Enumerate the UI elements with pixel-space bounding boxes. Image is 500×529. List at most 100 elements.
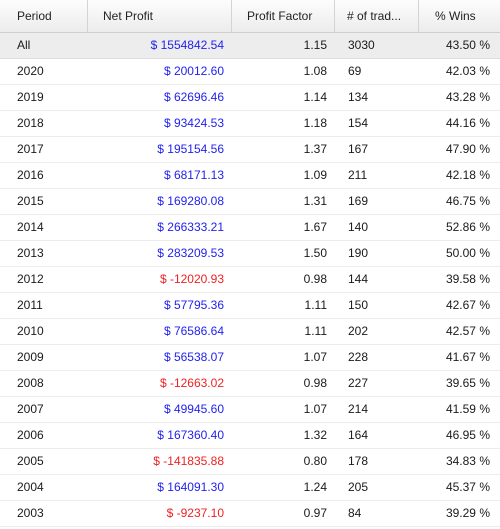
cell-trades: 144 (348, 272, 369, 286)
table-row[interactable]: 2020 $ 20012.60 1.08 69 42.03 % (0, 59, 500, 85)
table-row[interactable]: 2014 $ 266333.21 1.67 140 52.86 % (0, 215, 500, 241)
column-header-wins[interactable]: % Wins (435, 9, 476, 23)
table-body: All $ 1554842.54 1.15 3030 43.50 % 2020 $ 2001… (0, 33, 500, 527)
table-row[interactable]: 2009 $ 56538.07 1.07 228 41.67 % (0, 345, 500, 371)
cell-wins: 43.28 % (445, 90, 490, 104)
cell-period: 2015 (17, 194, 44, 208)
cell-profit-factor: 1.11 (304, 298, 327, 312)
cell-period: 2003 (17, 506, 44, 520)
cell-trades: 228 (348, 350, 369, 364)
cell-net-profit: $ 164091.30 (157, 480, 224, 494)
cell-period: 2005 (17, 454, 44, 468)
cell-profit-factor: 1.08 (303, 64, 327, 78)
table-row[interactable]: 2015 $ 169280.08 1.31 169 46.75 % (0, 189, 500, 215)
column-header-net-profit[interactable]: Net Profit (88, 0, 232, 32)
cell-wins: 52.86 % (445, 220, 490, 234)
cell-net-profit: $ 195154.56 (157, 142, 224, 156)
cell-period: 2008 (17, 376, 44, 390)
cell-profit-factor: 1.31 (303, 194, 327, 208)
table-row[interactable]: 2008 $ -12663.02 0.98 227 39.65 % (0, 371, 500, 397)
cell-wins: 39.65 % (445, 376, 490, 390)
cell-net-profit: $ -9237.10 (166, 506, 224, 520)
cell-wins: 41.59 % (445, 402, 490, 416)
cell-period: 2010 (17, 324, 44, 338)
cell-trades: 140 (348, 220, 369, 234)
cell-net-profit: $ 169280.08 (157, 194, 224, 208)
table-row[interactable]: 2010 $ 76586.64 1.11 202 42.57 % (0, 319, 500, 345)
table-row[interactable]: 2018 $ 93424.53 1.18 154 44.16 % (0, 111, 500, 137)
cell-profit-factor: 1.67 (303, 220, 327, 234)
table-row[interactable]: 2007 $ 49945.60 1.07 214 41.59 % (0, 397, 500, 423)
table-row[interactable]: 2016 $ 68171.13 1.09 211 42.18 % (0, 163, 500, 189)
cell-profit-factor: 1.07 (303, 350, 327, 364)
cell-trades: 154 (348, 116, 369, 130)
cell-net-profit: $ 62696.46 (163, 90, 224, 104)
cell-net-profit: $ 56538.07 (163, 350, 224, 364)
table-row-total[interactable]: All $ 1554842.54 1.15 3030 43.50 % (0, 33, 500, 59)
cell-profit-factor: 0.97 (303, 506, 327, 520)
cell-period: 2009 (17, 350, 44, 364)
table-row[interactable]: 2003 $ -9237.10 0.97 84 39.29 % (0, 501, 500, 527)
cell-net-profit: $ -141835.88 (153, 454, 224, 468)
cell-wins: 43.50 % (445, 38, 490, 52)
cell-wins: 42.18 % (445, 168, 490, 182)
cell-profit-factor: 1.09 (303, 168, 327, 182)
cell-trades: 202 (348, 324, 369, 338)
cell-period: 2018 (17, 116, 44, 130)
cell-trades: 227 (348, 376, 369, 390)
cell-net-profit: $ 266333.21 (157, 220, 224, 234)
cell-net-profit: $ -12663.02 (159, 376, 224, 390)
cell-trades: 178 (348, 454, 369, 468)
cell-period: 2016 (17, 168, 44, 182)
cell-trades: 69 (348, 64, 362, 78)
cell-profit-factor: 0.80 (303, 454, 327, 468)
cell-net-profit: $ 283209.53 (157, 246, 224, 260)
cell-net-profit: $ 93424.53 (163, 116, 224, 130)
cell-profit-factor: 0.98 (303, 376, 327, 390)
table-row[interactable]: 2006 $ 167360.40 1.32 164 46.95 % (0, 423, 500, 449)
cell-trades: 190 (348, 246, 369, 260)
cell-period: 2012 (17, 272, 44, 286)
column-header-profit-factor[interactable]: Profit Factor (232, 0, 335, 32)
cell-net-profit: $ 167360.40 (157, 428, 224, 442)
cell-profit-factor: 1.37 (303, 142, 327, 156)
table-row[interactable]: 2004 $ 164091.30 1.24 205 45.37 % (0, 475, 500, 501)
table-row[interactable]: 2013 $ 283209.53 1.50 190 50.00 % (0, 241, 500, 267)
cell-net-profit: $ 49945.60 (163, 402, 224, 416)
cell-trades: 211 (348, 168, 368, 182)
cell-profit-factor: 1.24 (303, 480, 327, 494)
cell-profit-factor: 1.07 (303, 402, 327, 416)
cell-profit-factor: 1.11 (304, 324, 327, 338)
cell-wins: 39.29 % (445, 506, 490, 520)
table-header: Period Net Profit Profit Factor # of tra… (0, 0, 500, 33)
cell-wins: 42.03 % (445, 64, 490, 78)
cell-trades: 84 (348, 506, 362, 520)
cell-profit-factor: 1.18 (303, 116, 327, 130)
column-header-trades[interactable]: # of trad... (335, 0, 419, 32)
cell-wins: 34.83 % (445, 454, 490, 468)
cell-net-profit: $ 57795.36 (163, 298, 224, 312)
cell-wins: 50.00 % (445, 246, 490, 260)
table-row[interactable]: 2005 $ -141835.88 0.80 178 34.83 % (0, 449, 500, 475)
cell-wins: 47.90 % (445, 142, 490, 156)
cell-wins: 42.67 % (445, 298, 490, 312)
table-row[interactable]: 2012 $ -12020.93 0.98 144 39.58 % (0, 267, 500, 293)
cell-trades: 167 (348, 142, 369, 156)
cell-period: 2019 (17, 90, 44, 104)
cell-net-profit: $ -12020.93 (159, 272, 224, 286)
cell-net-profit: $ 1554842.54 (150, 38, 224, 52)
cell-period: 2011 (17, 298, 43, 312)
cell-wins: 42.57 % (445, 324, 490, 338)
cell-wins: 41.67 % (445, 350, 490, 364)
cell-period: 2014 (17, 220, 44, 234)
cell-wins: 46.95 % (445, 428, 490, 442)
cell-period: 2007 (17, 402, 44, 416)
cell-period: 2004 (17, 480, 44, 494)
table-row[interactable]: 2017 $ 195154.56 1.37 167 47.90 % (0, 137, 500, 163)
cell-trades: 169 (348, 194, 369, 208)
table-row[interactable]: 2019 $ 62696.46 1.14 134 43.28 % (0, 85, 500, 111)
column-header-period[interactable]: Period (0, 0, 88, 32)
cell-profit-factor: 1.50 (303, 246, 327, 260)
table-row[interactable]: 2011 $ 57795.36 1.11 150 42.67 % (0, 293, 500, 319)
